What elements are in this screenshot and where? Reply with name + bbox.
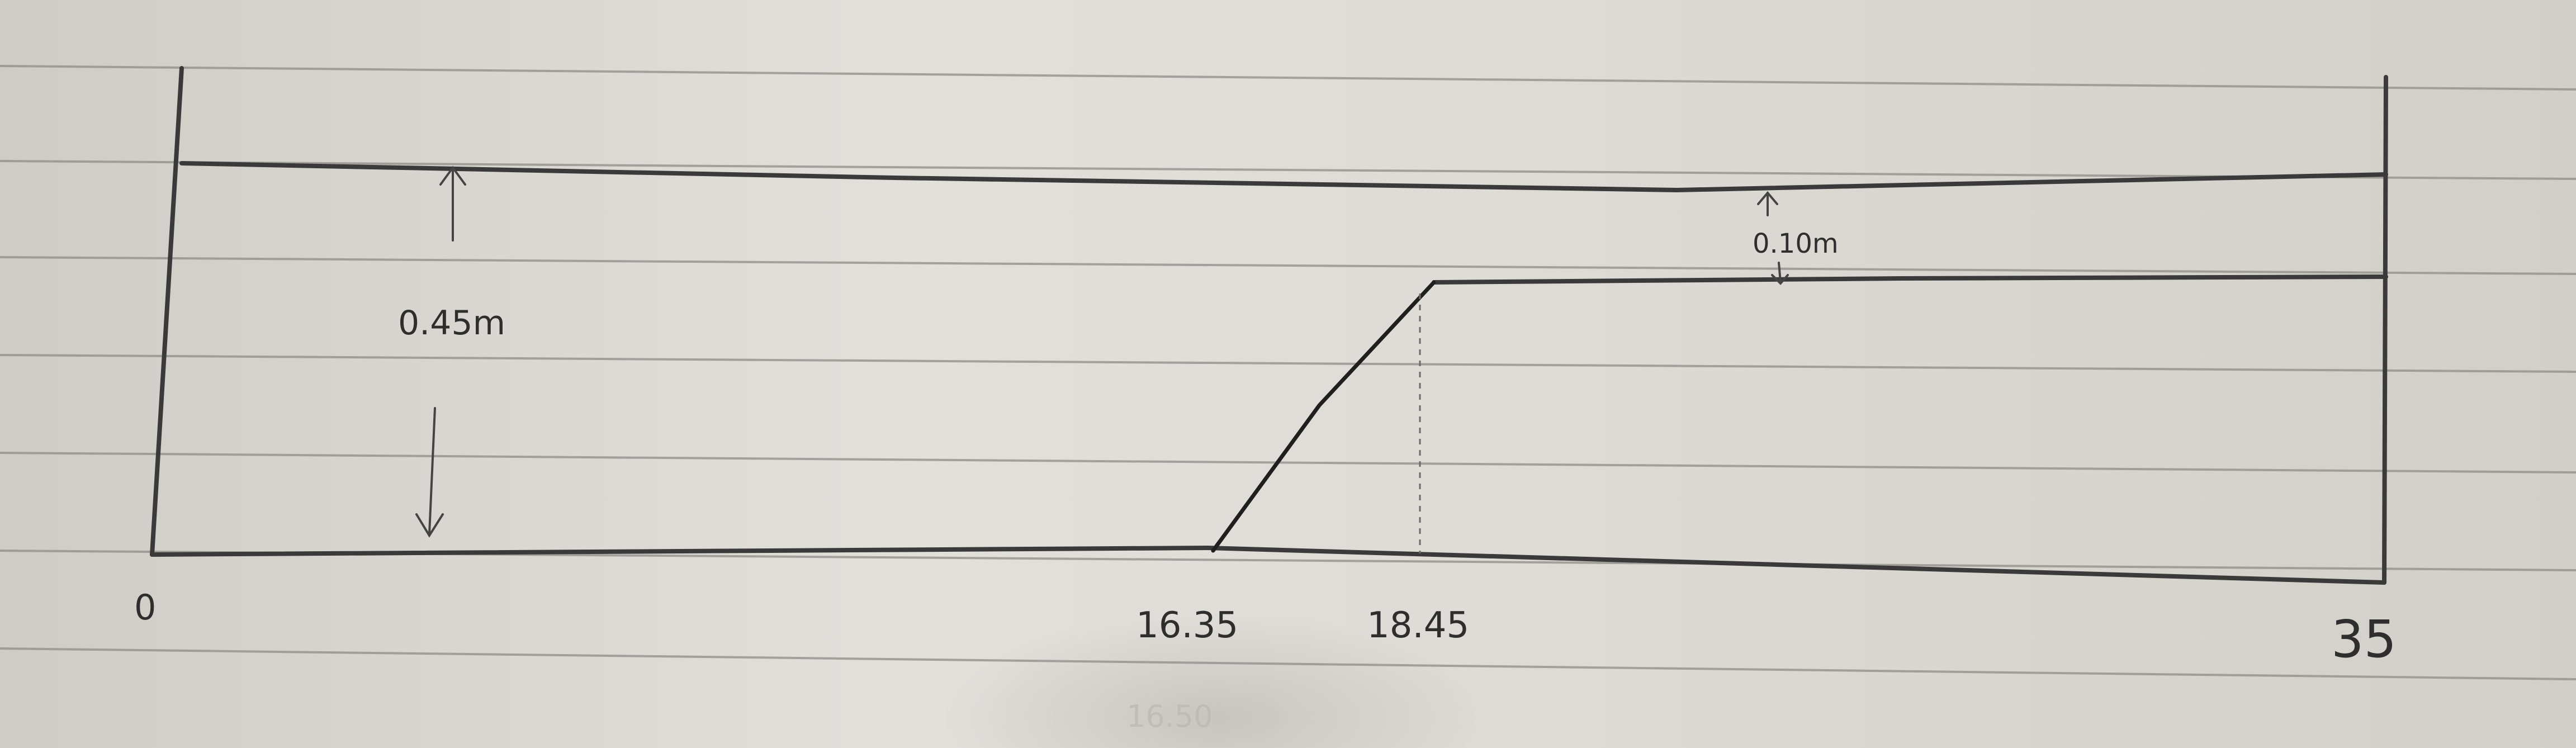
x-label-start: 0 <box>134 587 156 628</box>
gap-label: 0.10m <box>1753 228 1839 259</box>
outer-rectangle <box>150 66 2388 585</box>
height-dimension <box>415 165 466 538</box>
x-label-end: 35 <box>2331 609 2397 669</box>
ruled-lines <box>0 65 2576 680</box>
paper-shadow <box>839 447 1621 748</box>
height-label: 0.45m <box>398 304 505 343</box>
ramp-line <box>1211 280 1436 553</box>
faint-erased-label: 16.50 <box>1126 699 1213 734</box>
step-top-line <box>1432 274 2388 285</box>
gap-dimension <box>1757 191 1789 285</box>
x-label-ramp-start: 16.35 <box>1136 605 1238 646</box>
upper-line <box>179 161 2388 192</box>
x-label-ramp-end: 18.45 <box>1367 605 1469 646</box>
